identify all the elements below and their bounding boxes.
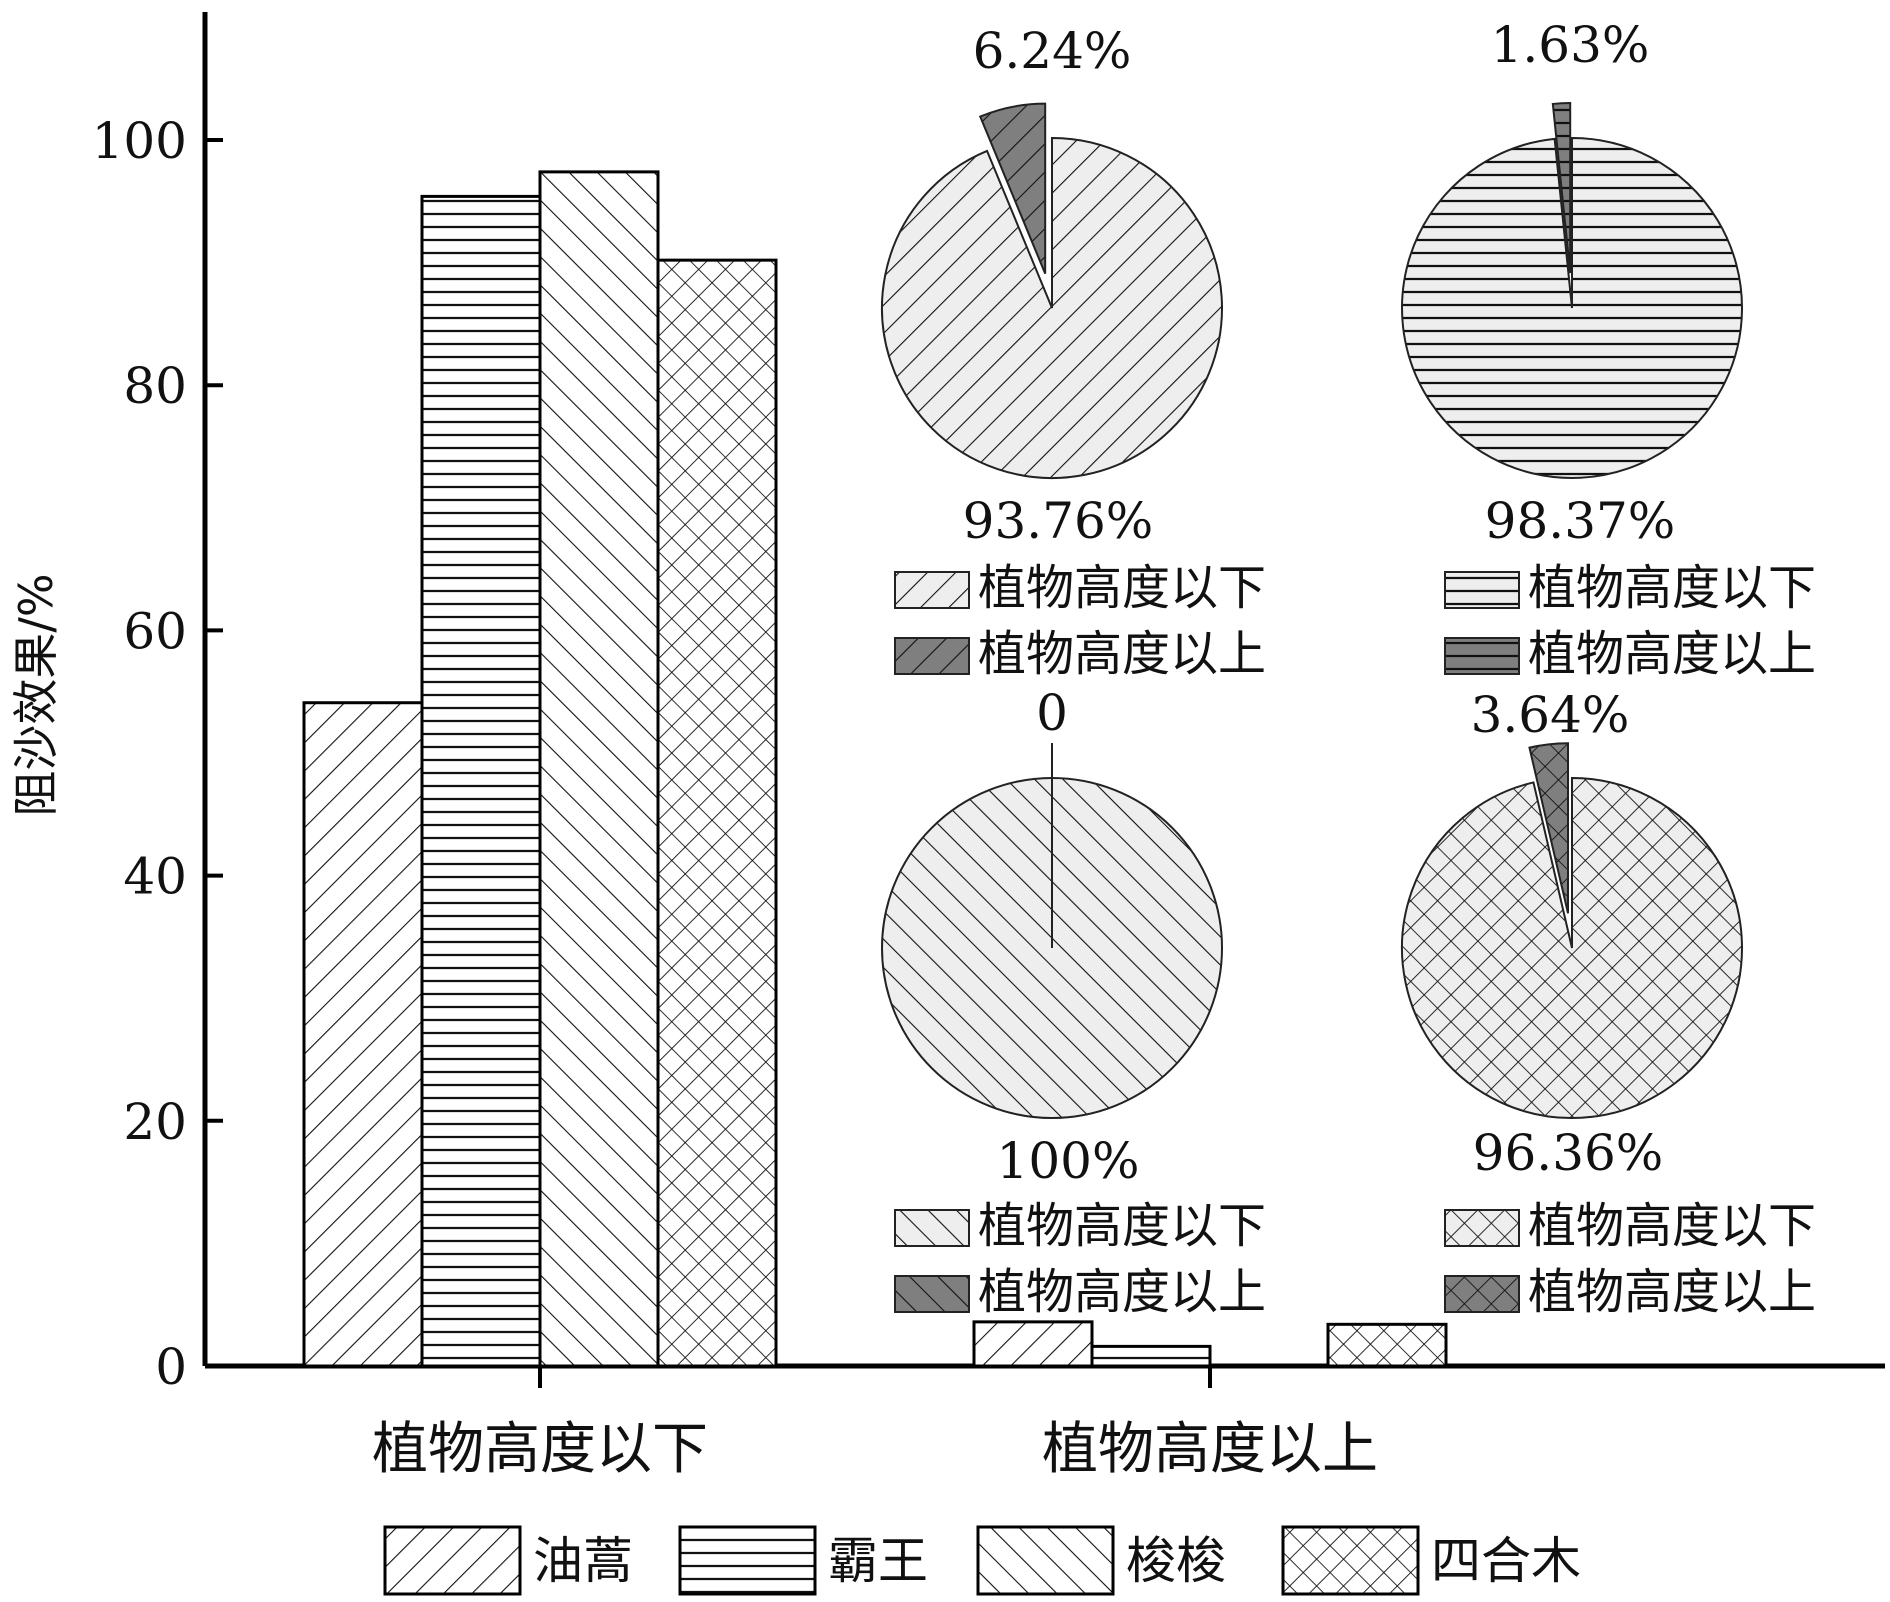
pie-legend-swatch	[1444, 571, 1520, 609]
pie-legend-swatch	[1444, 1209, 1520, 1247]
y-tick-label: 60	[123, 602, 187, 660]
pie-label: 96.36%	[1473, 1124, 1664, 1182]
pie-label: 6.24%	[973, 22, 1132, 80]
y-axis-title: 阻沙效果/%	[9, 573, 63, 816]
pie-label: 100%	[997, 1132, 1140, 1190]
pie-slice	[1401, 776, 1743, 1119]
bar	[302, 701, 424, 1368]
y-tick-label: 20	[123, 1093, 187, 1151]
y-tick-label: 100	[92, 112, 187, 170]
pie-label: 93.76%	[963, 492, 1154, 550]
pie-legend-swatch	[894, 1275, 970, 1313]
y-tick-label: 80	[123, 357, 187, 415]
pie-legend-label: 植物高度以下	[1528, 1198, 1816, 1254]
pie-slice	[978, 102, 1047, 275]
legend-label: 梭梭	[1126, 1532, 1226, 1590]
y-tick-label: 0	[155, 1338, 187, 1396]
legend-label: 油蒿	[533, 1532, 633, 1590]
pie-legend-label: 植物高度以下	[1528, 560, 1816, 616]
x-category-label: 植物高度以下	[372, 1417, 708, 1482]
pie-legend-swatch	[894, 571, 970, 609]
bar	[538, 170, 660, 1368]
pie-slice	[1401, 136, 1743, 479]
pie-legend-swatch	[1444, 637, 1520, 675]
pie-legend-swatch	[894, 637, 970, 675]
bar	[420, 194, 542, 1368]
x-category-label: 植物高度以上	[1042, 1417, 1378, 1482]
pie-legend-label: 植物高度以上	[1528, 626, 1816, 682]
pie-label: 0	[1036, 684, 1068, 742]
pie-legend-label: 植物高度以上	[978, 1264, 1266, 1320]
bar	[1326, 1322, 1448, 1368]
pie-legend-label: 植物高度以上	[1528, 1264, 1816, 1320]
pie-legend-swatch	[894, 1209, 970, 1247]
pie-slice	[881, 136, 1223, 479]
bar	[656, 258, 778, 1368]
pie-slice	[1528, 742, 1570, 914]
legend-swatch	[383, 1525, 522, 1596]
pie-label: 98.37%	[1485, 492, 1676, 550]
legend-swatch	[1281, 1525, 1420, 1596]
legend-label: 四合木	[1431, 1532, 1581, 1590]
pie-label: 1.63%	[1491, 16, 1650, 74]
bar	[1090, 1344, 1212, 1368]
pie-slice	[1551, 102, 1572, 274]
pie-legend-label: 植物高度以下	[978, 560, 1266, 616]
legend-label: 霸王	[828, 1532, 928, 1590]
pie-legend-swatch	[1444, 1275, 1520, 1313]
bar	[972, 1320, 1094, 1368]
y-tick-label: 40	[123, 848, 187, 906]
pie-legend-label: 植物高度以上	[978, 626, 1266, 682]
pie-legend-label: 植物高度以下	[978, 1198, 1266, 1254]
pie-label: 3.64%	[1471, 686, 1630, 744]
legend-swatch	[976, 1525, 1115, 1596]
legend-swatch	[678, 1525, 817, 1596]
